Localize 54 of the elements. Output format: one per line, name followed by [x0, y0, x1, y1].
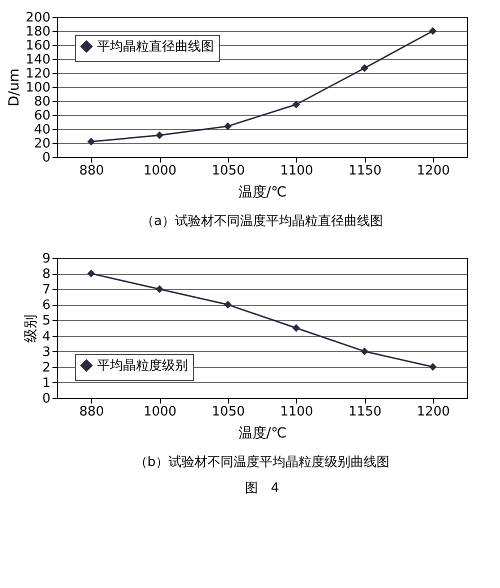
- x-tick-label: 1000: [143, 404, 177, 420]
- point: [360, 347, 368, 356]
- point: [156, 131, 164, 140]
- y-tick-label: 7: [42, 282, 50, 298]
- x-tick-label: 1000: [143, 164, 177, 178]
- y-tick-label: 160: [26, 38, 50, 54]
- y-tick-label: 3: [42, 344, 50, 360]
- x-tick-label: 880: [79, 164, 104, 178]
- y-tick-label: 0: [42, 392, 50, 406]
- y-tick-label: 20: [34, 136, 50, 152]
- x-tick-label: 1150: [348, 404, 382, 420]
- point: [156, 285, 164, 293]
- x-tick-label: 1100: [280, 404, 314, 420]
- x-tick-label: 1050: [212, 404, 245, 420]
- point: [428, 363, 437, 371]
- y-tick-label: 8: [42, 267, 50, 282]
- x-axis-title: 温度/℃: [238, 184, 287, 200]
- y-tick-label: 60: [34, 108, 50, 124]
- y-tick-label: 100: [26, 80, 50, 96]
- point: [292, 324, 300, 332]
- y-tick-label: 9: [42, 252, 50, 266]
- point: [87, 270, 96, 278]
- x-tick-label: 1200: [416, 404, 450, 420]
- text: （a）试验材不同温度平均晶粒直径曲线图: [141, 213, 383, 229]
- y-axis-title: 级别: [23, 314, 40, 342]
- y-tick-label: 4: [42, 329, 50, 344]
- point: [428, 27, 437, 35]
- y-tick-label: 180: [26, 24, 50, 40]
- y-tick-label: 140: [26, 52, 50, 68]
- x-tick-label: 1150: [348, 164, 382, 178]
- point: [87, 138, 96, 146]
- legend-label: 平均晶粒度级别: [97, 358, 188, 374]
- legend-label: 平均晶粒直径曲线图: [97, 40, 214, 54]
- y-tick-label: 1: [42, 376, 50, 391]
- y-axis-title: D/um: [6, 68, 23, 107]
- point: [224, 300, 232, 309]
- caption: 图 4: [244, 481, 280, 496]
- x-tick-label: 1100: [280, 164, 314, 178]
- point: [292, 100, 300, 108]
- text: （b）试验材不同温度平均晶粒度级别曲线图: [134, 454, 390, 470]
- y-tick-label: 2: [42, 360, 50, 376]
- y-tick-label: 120: [26, 66, 50, 82]
- y-tick-label: 200: [26, 10, 50, 26]
- x-tick-label: 1050: [212, 164, 245, 178]
- y-tick-label: 5: [42, 314, 50, 329]
- y-tick-label: 0: [42, 150, 50, 166]
- point: [224, 122, 232, 130]
- x-axis-title: 温度/℃: [238, 426, 287, 442]
- x-tick-label: 880: [79, 404, 104, 420]
- y-tick-label: 80: [34, 94, 50, 110]
- y-tick-label: 6: [42, 298, 50, 314]
- x-tick-label: 1200: [416, 164, 450, 178]
- point: [360, 64, 368, 72]
- y-tick-label: 40: [34, 122, 50, 138]
